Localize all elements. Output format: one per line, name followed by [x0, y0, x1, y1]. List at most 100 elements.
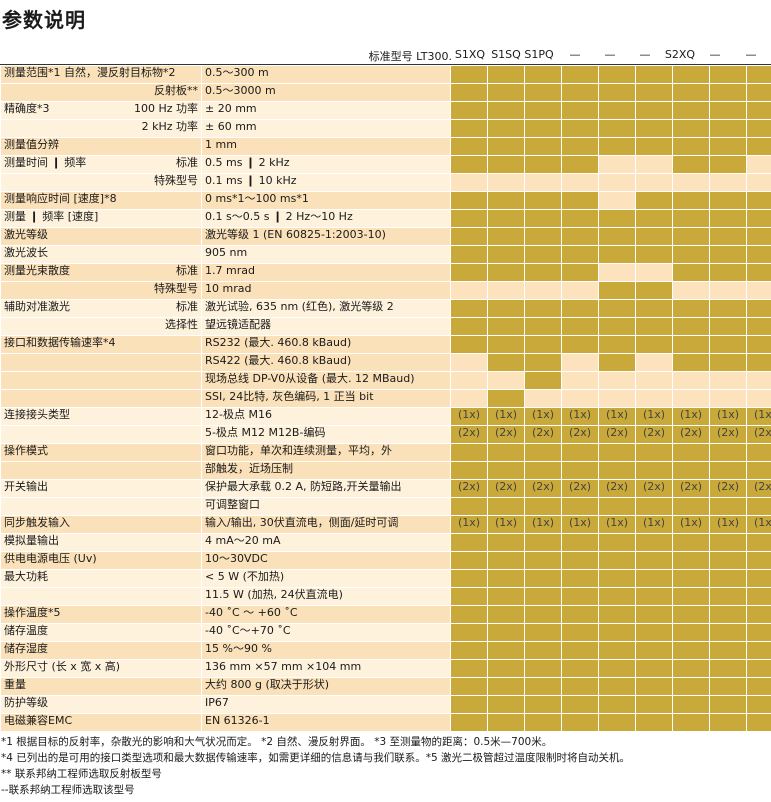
spec-label-text: 最大功耗	[4, 570, 48, 584]
option-available	[709, 443, 747, 462]
option-available	[450, 245, 488, 264]
option-available	[746, 227, 771, 246]
spec-value: 现场总线 DP-V0从设备 (最大. 12 MBaud)	[201, 371, 451, 390]
option-unavailable	[746, 371, 771, 390]
model-column-header: —	[745, 48, 757, 61]
option-available	[450, 137, 488, 156]
spec-value: EN 61326-1	[201, 713, 451, 732]
option-available: (2x)	[672, 425, 710, 444]
option-available	[635, 641, 673, 660]
option-unavailable	[672, 173, 710, 192]
option-available: (2x)	[487, 479, 525, 498]
option-unavailable	[672, 281, 710, 300]
option-available	[561, 551, 599, 570]
option-available: (2x)	[561, 479, 599, 498]
option-available	[561, 533, 599, 552]
spec-row: 外形尺寸 (长 x 宽 x 高) 136 mm ×57 mm ×104 mm	[0, 659, 771, 678]
option-available	[598, 605, 636, 624]
option-available: (2x)	[524, 425, 562, 444]
option-available	[598, 119, 636, 138]
option-available: (1x)	[672, 407, 710, 426]
option-available	[598, 101, 636, 120]
option-unavailable	[524, 389, 562, 408]
option-available	[672, 551, 710, 570]
option-available	[524, 533, 562, 552]
spec-label: 测量响应时间 [速度]*8	[0, 191, 202, 210]
option-available	[709, 641, 747, 660]
spec-sublabel: 100 Hz 功率	[133, 102, 198, 116]
option-available	[598, 137, 636, 156]
option-unavailable	[709, 389, 747, 408]
option-available	[635, 605, 673, 624]
option-available	[746, 209, 771, 228]
option-available	[487, 317, 525, 336]
option-available	[487, 677, 525, 696]
option-available	[746, 641, 771, 660]
option-available	[450, 191, 488, 210]
option-unavailable	[450, 371, 488, 390]
option-available	[450, 335, 488, 354]
option-available	[635, 461, 673, 480]
spec-label: 重量	[0, 677, 202, 696]
option-available: (1x)	[672, 515, 710, 534]
spec-label: 操作模式	[0, 443, 202, 462]
spec-label-text: 储存湿度	[4, 642, 48, 656]
spec-label	[0, 461, 202, 480]
option-available	[709, 695, 747, 714]
option-available	[709, 119, 747, 138]
spec-row: 部触发，近场压制	[0, 461, 771, 480]
option-available	[709, 209, 747, 228]
option-available: (1x)	[635, 515, 673, 534]
spec-value: 0.1 s～0.5 s ❙ 2 Hz～10 Hz	[201, 209, 451, 228]
option-available	[672, 461, 710, 480]
option-available	[450, 263, 488, 282]
option-available	[487, 65, 525, 84]
option-available	[635, 209, 673, 228]
spec-value: IP67	[201, 695, 451, 714]
option-available	[672, 209, 710, 228]
spec-row: 选择性 望远镜适配器	[0, 317, 771, 336]
option-available	[672, 713, 710, 732]
option-available	[709, 605, 747, 624]
option-available	[709, 497, 747, 516]
spec-value: ± 60 mm	[201, 119, 451, 138]
spec-value: 11.5 W (加热, 24伏直流电)	[201, 587, 451, 606]
option-available	[746, 119, 771, 138]
model-column-header: —	[569, 48, 581, 61]
spec-label-text: 精确度*3	[4, 102, 50, 116]
option-available	[635, 281, 673, 300]
option-available: (2x)	[598, 425, 636, 444]
option-available	[598, 83, 636, 102]
spec-label-text: 连接接头类型	[4, 408, 70, 422]
option-available	[487, 587, 525, 606]
option-available	[598, 461, 636, 480]
option-available	[746, 83, 771, 102]
option-available	[635, 227, 673, 246]
option-available	[746, 587, 771, 606]
spec-label: 连接接头类型	[0, 407, 202, 426]
option-available	[598, 497, 636, 516]
spec-label-text: 测量响应时间 [速度]*8	[4, 192, 117, 206]
spec-label-text: 测量光束散度	[4, 264, 70, 278]
option-available	[635, 317, 673, 336]
option-available	[450, 227, 488, 246]
option-available	[672, 497, 710, 516]
option-available	[635, 569, 673, 588]
option-available	[635, 137, 673, 156]
option-available	[635, 659, 673, 678]
option-available: (1x)	[561, 515, 599, 534]
spec-value: 1.7 mrad	[201, 263, 451, 282]
option-available: (1x)	[598, 407, 636, 426]
option-unavailable	[635, 173, 673, 192]
option-available	[524, 641, 562, 660]
spec-label: 同步触发输入	[0, 515, 202, 534]
option-available	[709, 227, 747, 246]
option-available	[450, 119, 488, 138]
option-available	[635, 335, 673, 354]
spec-sublabel: 标准	[176, 300, 198, 314]
option-available	[450, 659, 488, 678]
model-column-header: —	[709, 48, 721, 61]
option-available	[450, 461, 488, 480]
option-available	[561, 335, 599, 354]
option-unavailable	[450, 353, 488, 372]
